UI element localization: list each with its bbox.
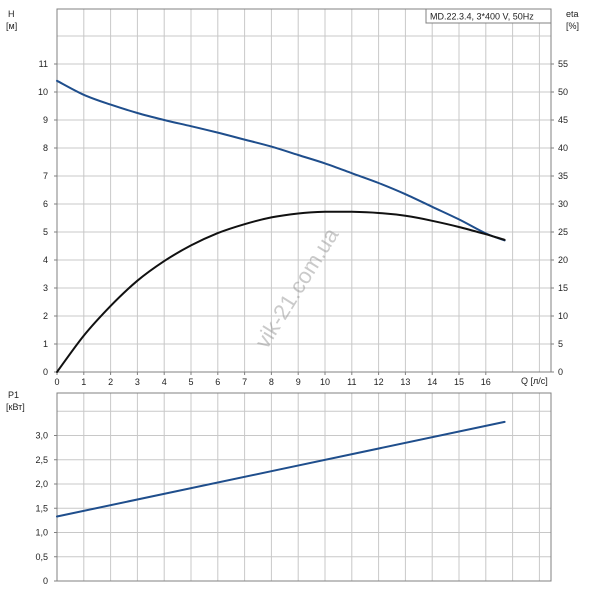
- x-axis-label-q: Q [л/с]: [521, 376, 548, 386]
- p1-tick-label: 2,5: [35, 455, 48, 465]
- x-tick-label: 11: [347, 377, 356, 387]
- y-axis-label-p1: P1: [8, 390, 19, 400]
- x-tick-label: 2: [108, 377, 113, 387]
- lower-plot-frame: [56, 392, 552, 582]
- x-tick-label: 14: [427, 377, 437, 387]
- y-tick-label: 9: [43, 115, 48, 125]
- y2-axis-label-eta: eta: [566, 9, 579, 19]
- x-tick-label: 7: [242, 377, 247, 387]
- efficiency-curve-line: [56, 210, 506, 373]
- upper-tick-labels: 0 1 2 3 4 5 6 7 8 9 10 11 12 13 14 15 160123456789101105…: [38, 59, 568, 387]
- lower-grid: [57, 393, 551, 581]
- y-tick-label: 5: [43, 227, 48, 237]
- upper-series-group: [56, 79, 506, 373]
- y2-tick-label: 40: [558, 143, 568, 153]
- y-tick-label: 0: [43, 367, 48, 377]
- subtitle-box: [425, 8, 552, 24]
- upper-plot-frame: [56, 8, 552, 373]
- y2-tick-label: 55: [558, 59, 568, 69]
- y2-tick-label: 15: [558, 283, 568, 293]
- y2-tick-label: 20: [558, 255, 568, 265]
- chart-subtitle: MD.22.3.4, 3*400 V, 50Hz: [430, 12, 534, 22]
- y-tick-label: 1: [43, 339, 48, 349]
- upper-grid: [57, 9, 551, 372]
- p1-tick-label: 0: [43, 576, 48, 586]
- y-tick-label: 4: [43, 255, 48, 265]
- head-curve-line: [56, 79, 506, 242]
- x-tick-label: 13: [400, 377, 410, 387]
- x-tick-label: 6: [215, 377, 220, 387]
- p1-tick-label: 1,0: [35, 528, 48, 538]
- x-tick-label: 9: [296, 377, 301, 387]
- lower-tick-labels: 0 0,5 1,0 1,5 2,0 2,5 3,0: [35, 431, 57, 586]
- power-curve-line: [56, 420, 506, 518]
- y2-tick-label: 35: [558, 171, 568, 181]
- y2-tick-label: 30: [558, 199, 568, 209]
- p1-tick-label: 1,5: [35, 503, 48, 513]
- x-tick-label: 0: [54, 377, 59, 387]
- x-tick-label: 4: [162, 377, 167, 387]
- x-tick-label: 10: [320, 377, 330, 387]
- x-tick-label: 3: [135, 377, 140, 387]
- y-axis-unit-p1: [кВт]: [6, 402, 25, 412]
- y2-tick-label: 25: [558, 227, 568, 237]
- y-tick-label: 7: [43, 171, 48, 181]
- x-tick-label: 1: [81, 377, 86, 387]
- y2-tick-label: 5: [558, 339, 563, 349]
- x-tick-label: 12: [374, 377, 384, 387]
- y2-tick-label: 45: [558, 115, 568, 125]
- p1-tick-label: 3,0: [35, 431, 48, 441]
- x-tick-label: 15: [454, 377, 464, 387]
- y-axis-label-h: H: [8, 9, 15, 19]
- y-axis-unit-h: [м]: [6, 21, 17, 31]
- y2-tick-label: 0: [558, 367, 563, 377]
- lower-series-group: [56, 420, 506, 518]
- y2-tick-label: 10: [558, 311, 568, 321]
- x-tick-label: 8: [269, 377, 274, 387]
- p1-tick-label: 0,5: [35, 552, 48, 562]
- y-tick-label: 11: [39, 59, 48, 69]
- x-tick-label: 16: [481, 377, 491, 387]
- y-tick-label: 3: [43, 283, 48, 293]
- p1-tick-label: 2,0: [35, 479, 48, 489]
- y-tick-label: 10: [38, 87, 48, 97]
- y-tick-label: 8: [43, 143, 48, 153]
- y-tick-label: 2: [43, 311, 48, 321]
- y2-tick-label: 50: [558, 87, 568, 97]
- x-tick-label: 5: [188, 377, 193, 387]
- y2-axis-unit-eta: [%]: [566, 21, 579, 31]
- y-tick-label: 6: [43, 199, 48, 209]
